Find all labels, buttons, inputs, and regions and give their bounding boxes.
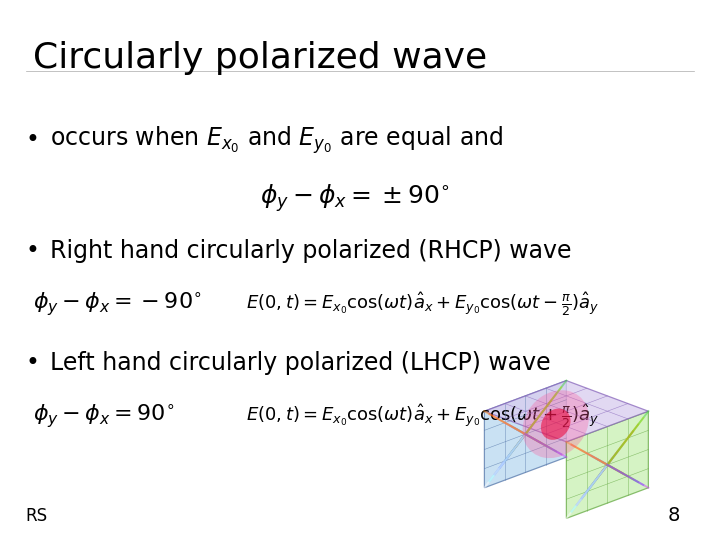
Text: Right hand circularly polarized (RHCP) wave: Right hand circularly polarized (RHCP) w…: [50, 239, 572, 264]
Polygon shape: [485, 381, 567, 488]
Text: $\phi_y - \phi_x = 90^{\circ}$: $\phi_y - \phi_x = 90^{\circ}$: [32, 402, 174, 430]
Text: $E(0,t) = E_{x_0}\cos(\omega t)\hat{a}_x + E_{y_0}\cos(\omega t + \frac{\pi}{2}): $E(0,t) = E_{x_0}\cos(\omega t)\hat{a}_x…: [246, 402, 599, 430]
Text: •: •: [25, 128, 40, 152]
Text: $\phi_y - \phi_x = -90^{\circ}$: $\phi_y - \phi_x = -90^{\circ}$: [32, 291, 202, 318]
Text: occurs when $E_{x_0}$ and $E_{y_0}$ are equal and: occurs when $E_{x_0}$ and $E_{y_0}$ are …: [50, 124, 504, 156]
Text: Left hand circularly polarized (LHCP) wave: Left hand circularly polarized (LHCP) wa…: [50, 351, 551, 375]
Text: $E(0,t) = E_{x_0}\cos(\omega t)\hat{a}_x + E_{y_0}\cos(\omega t - \frac{\pi}{2}): $E(0,t) = E_{x_0}\cos(\omega t)\hat{a}_x…: [246, 291, 599, 319]
Text: $\phi_y - \phi_x = \pm 90^{\circ}$: $\phi_y - \phi_x = \pm 90^{\circ}$: [261, 183, 450, 214]
Text: Circularly polarized wave: Circularly polarized wave: [32, 42, 487, 76]
Polygon shape: [567, 411, 649, 518]
Ellipse shape: [541, 409, 570, 440]
Polygon shape: [485, 381, 649, 442]
Ellipse shape: [523, 390, 589, 458]
Text: 8: 8: [668, 506, 680, 525]
Text: •: •: [25, 239, 40, 264]
Text: RS: RS: [25, 507, 48, 525]
Text: •: •: [25, 351, 40, 375]
